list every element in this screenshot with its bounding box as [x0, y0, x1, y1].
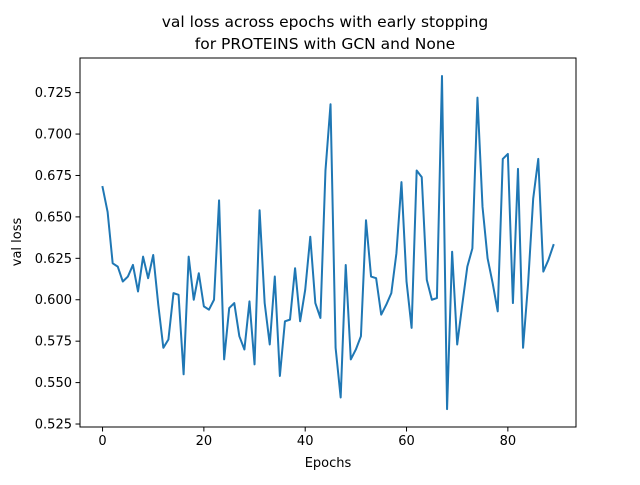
- chart-title-line-2: for PROTEINS with GCN and None: [195, 35, 455, 53]
- y-axis-label: val loss: [10, 218, 25, 267]
- y-tick-label: 0.625: [35, 252, 72, 267]
- axes-frame: [79, 57, 577, 428]
- plot-area: 0 20 40 60 80 0.525 0.550 0.575 0.600 0.625 0.650 0…: [35, 57, 577, 449]
- y-tick-label: 0.550: [35, 376, 72, 391]
- y-tick-label: 0.725: [35, 86, 72, 101]
- x-tick-label: 20: [196, 434, 213, 449]
- y-tick-label: 0.600: [35, 293, 72, 308]
- x-tick-label: 80: [500, 434, 517, 449]
- y-tick-label: 0.650: [35, 210, 72, 225]
- x-tick-label: 40: [297, 434, 314, 449]
- y-tick-label: 0.575: [35, 335, 72, 350]
- chart-title-line-1: val loss across epochs with early stoppi…: [162, 13, 489, 31]
- x-axis-label: Epochs: [305, 456, 352, 471]
- x-tick-label: 0: [98, 434, 106, 449]
- y-tick-label: 0.700: [35, 128, 72, 143]
- y-tick-label: 0.675: [35, 169, 72, 184]
- series-line-0: [101, 75, 555, 411]
- y-tick-label: 0.525: [35, 418, 72, 433]
- x-tick-label: 60: [398, 434, 415, 449]
